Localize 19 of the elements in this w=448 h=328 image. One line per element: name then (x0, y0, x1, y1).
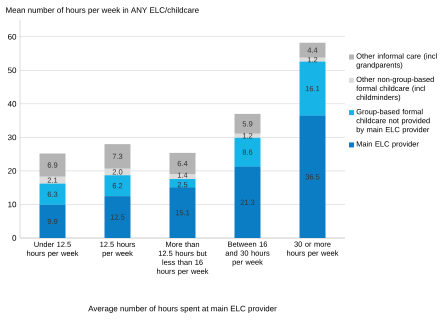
bar (40, 184, 66, 205)
bar (234, 134, 261, 138)
bar (40, 176, 66, 184)
bar (300, 116, 326, 238)
bar (234, 114, 261, 134)
bar (300, 42, 326, 58)
bar (234, 166, 261, 238)
bar (234, 138, 261, 167)
bar (170, 178, 196, 188)
bar (300, 62, 326, 116)
bar (104, 168, 130, 176)
bar (40, 153, 66, 177)
bar (104, 196, 130, 238)
bar (104, 144, 130, 169)
bar (104, 175, 130, 196)
bar (170, 187, 196, 238)
bar (170, 152, 196, 174)
bar (300, 58, 326, 62)
bar (40, 204, 66, 238)
